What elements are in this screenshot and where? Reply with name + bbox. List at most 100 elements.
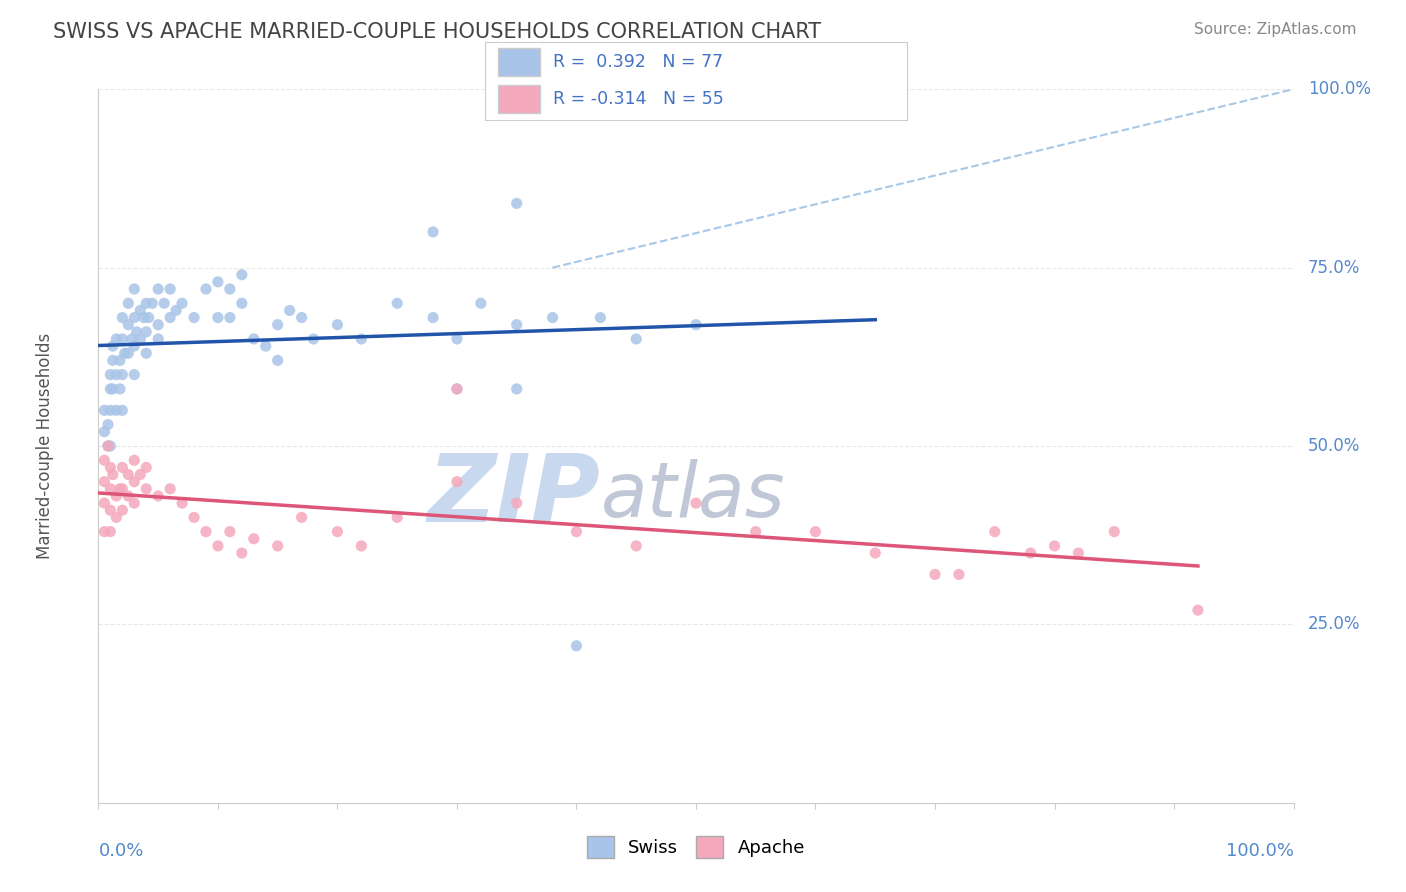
Point (138, 310, 160, 325)
Point (685, 496, 707, 510)
Point (108, 482, 131, 496)
Point (924, 567, 946, 582)
Point (231, 268, 253, 282)
Point (183, 310, 205, 325)
Point (589, 310, 612, 325)
Point (207, 310, 229, 325)
Point (101, 467, 124, 482)
Point (98, 503, 122, 517)
Text: 50.0%: 50.0% (1308, 437, 1360, 455)
Point (506, 196, 529, 211)
Point (506, 318, 529, 332)
Point (124, 339, 146, 353)
Point (111, 310, 134, 325)
Point (111, 460, 134, 475)
Text: 25.0%: 25.0% (1308, 615, 1361, 633)
Point (183, 510, 205, 524)
Point (105, 403, 128, 417)
Point (565, 524, 588, 539)
Point (446, 382, 468, 396)
Point (267, 318, 290, 332)
Point (278, 303, 301, 318)
Point (105, 489, 128, 503)
Point (267, 353, 290, 368)
Point (101, 353, 124, 368)
Point (141, 296, 163, 310)
Point (350, 332, 373, 346)
Point (385, 296, 409, 310)
Point (148, 332, 170, 346)
Point (108, 382, 131, 396)
Text: Source: ZipAtlas.com: Source: ZipAtlas.com (1194, 22, 1357, 37)
Point (326, 318, 349, 332)
Point (97, 439, 120, 453)
Point (1187, 603, 1209, 617)
Point (98, 368, 122, 382)
Point (124, 310, 146, 325)
Text: R =  0.392   N = 77: R = 0.392 N = 77 (553, 53, 723, 71)
Point (124, 475, 146, 489)
Text: 75.0%: 75.0% (1308, 259, 1360, 277)
Point (148, 282, 170, 296)
Text: atlas: atlas (600, 459, 785, 533)
Point (219, 282, 242, 296)
Point (195, 282, 218, 296)
Point (111, 482, 134, 496)
Text: 100.0%: 100.0% (1226, 842, 1294, 860)
Point (124, 368, 146, 382)
Bar (498, 85, 540, 112)
Point (98, 403, 122, 417)
Point (446, 332, 468, 346)
Point (98, 524, 122, 539)
Point (124, 282, 146, 296)
Point (124, 453, 146, 467)
Point (1104, 524, 1126, 539)
Point (97, 417, 120, 432)
Point (97, 439, 120, 453)
Point (111, 403, 134, 417)
Legend: Swiss, Apache: Swiss, Apache (579, 829, 813, 865)
Point (124, 496, 146, 510)
Point (948, 567, 970, 582)
Point (98, 439, 122, 453)
Point (98, 460, 122, 475)
Text: ZIP: ZIP (427, 450, 600, 542)
Point (172, 296, 194, 310)
Point (135, 296, 157, 310)
Point (506, 382, 529, 396)
Point (148, 318, 170, 332)
Point (267, 539, 290, 553)
Point (865, 546, 887, 560)
Point (129, 332, 152, 346)
Point (111, 332, 134, 346)
Point (231, 296, 253, 310)
Point (101, 382, 124, 396)
Point (93, 524, 115, 539)
Point (745, 524, 768, 539)
Text: 0.0%: 0.0% (98, 842, 143, 860)
Point (129, 303, 152, 318)
Point (685, 318, 707, 332)
Point (254, 339, 277, 353)
Point (385, 510, 409, 524)
Point (219, 310, 242, 325)
Point (93, 475, 115, 489)
Point (302, 332, 325, 346)
Point (98, 482, 122, 496)
Point (117, 467, 139, 482)
Point (98, 382, 122, 396)
Point (111, 503, 134, 517)
Point (117, 296, 139, 310)
Point (135, 325, 157, 339)
Point (135, 460, 157, 475)
Point (153, 296, 176, 310)
Point (506, 496, 529, 510)
Point (243, 332, 266, 346)
Point (129, 467, 152, 482)
Point (207, 275, 229, 289)
Point (207, 539, 229, 553)
Point (565, 639, 588, 653)
Point (117, 346, 139, 360)
Point (117, 489, 139, 503)
Point (105, 332, 128, 346)
